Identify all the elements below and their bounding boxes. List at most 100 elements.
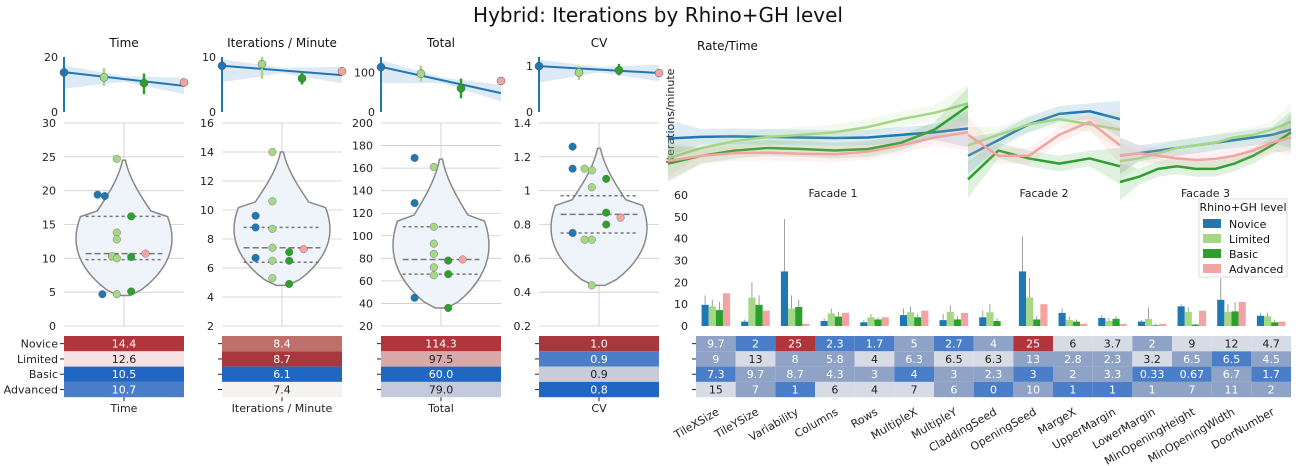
param-bar — [867, 317, 874, 326]
violin-point — [300, 245, 308, 253]
param-table-value: 1 — [1069, 383, 1076, 396]
param-bar — [795, 307, 802, 326]
violin-point — [569, 229, 577, 237]
param-table-value: 4.7 — [1262, 338, 1280, 351]
param-table-value: 0.67 — [1180, 368, 1205, 381]
param-table-value: 4 — [911, 368, 918, 381]
param-table-value: 13 — [749, 353, 763, 366]
violin-point — [113, 290, 121, 298]
violin-point — [99, 290, 107, 298]
param-bar — [702, 305, 709, 326]
heat-row-label: Advanced — [4, 383, 58, 396]
param-table-value: 3.2 — [1143, 353, 1161, 366]
heat-cell-label: 0.8 — [590, 383, 608, 396]
param-table-value: 10 — [1026, 383, 1040, 396]
param-bar — [921, 311, 928, 326]
panel-cv: CV010.20.40.60.811.21.41.00.90.90.8CV — [514, 36, 664, 415]
param-bar — [914, 317, 921, 326]
param-table-value: 6.3 — [985, 353, 1003, 366]
param-table-value: 25 — [788, 338, 802, 351]
param-bar — [1264, 316, 1271, 326]
panel-title: CV — [591, 36, 608, 50]
violin-point — [94, 191, 102, 199]
param-bar — [940, 320, 947, 326]
param-table-value: 0.33 — [1140, 368, 1165, 381]
param-bar — [979, 317, 986, 326]
param-bar — [802, 324, 809, 326]
param-table-value: 6 — [950, 383, 957, 396]
param-table-value: 2 — [1268, 383, 1275, 396]
param-bar — [842, 313, 849, 326]
violin-ytick-label: 12 — [200, 175, 214, 188]
facade-label: Facade 1 — [808, 187, 857, 200]
violin-point — [581, 236, 589, 244]
param-bar — [1199, 311, 1206, 326]
param-bar — [1224, 312, 1231, 326]
violin-ytick-label: 1 — [524, 185, 531, 198]
facade-label: Facade 3 — [1181, 187, 1230, 200]
panel-title: Iterations / Minute — [227, 36, 337, 50]
param-bar — [961, 313, 968, 326]
param-table-value: 5.8 — [826, 353, 844, 366]
param-table-value: 15 — [709, 383, 723, 396]
param-table-value: 0 — [990, 383, 997, 396]
heat-cell-label: 1.0 — [590, 338, 608, 351]
heat-row-label: Novice — [21, 338, 59, 351]
violin-ytick-label: 40 — [359, 297, 373, 310]
param-table-value: 3 — [950, 368, 957, 381]
violin-point — [411, 199, 419, 207]
param-bar — [907, 312, 914, 326]
reg-point — [140, 79, 148, 87]
param-bar — [716, 310, 723, 326]
violin-body — [551, 148, 647, 285]
violin-ytick-label: 10 — [200, 204, 214, 217]
param-bar — [1178, 306, 1185, 326]
param-table-value: 8.7 — [786, 368, 804, 381]
violin-point — [430, 163, 438, 171]
param-table-value: 7 — [911, 383, 918, 396]
violin-ytick-label: 5 — [49, 286, 56, 299]
param-table-value: 1 — [1149, 383, 1156, 396]
legend-title: Rhino+GH level — [1199, 201, 1286, 214]
violin-point — [127, 213, 135, 221]
violin-point — [588, 167, 596, 175]
violin-point — [430, 223, 438, 231]
violin-point — [285, 257, 293, 265]
param-bar — [1026, 298, 1033, 326]
param-category-label: Columns — [792, 405, 840, 440]
panel-rate-time: Rate/TimeIterations/minuteFacade 1 Facade… — [664, 39, 1291, 200]
legend-swatch — [1203, 219, 1221, 228]
param-table-value: 1 — [792, 383, 799, 396]
reg-point — [258, 60, 266, 68]
legend-label: Advanced — [1229, 263, 1283, 276]
violin-point — [285, 248, 293, 256]
param-table-value: 6.5 — [1223, 353, 1241, 366]
violin-point — [430, 250, 438, 258]
panel-xlabel: CV — [591, 402, 607, 415]
param-bar — [882, 317, 889, 326]
heat-cell-label: 60.0 — [429, 368, 454, 381]
panel-title: Total — [426, 36, 455, 50]
reg-ytick-label: 100 — [354, 67, 375, 80]
param-table-value: 11 — [1225, 383, 1239, 396]
param-bar — [1232, 311, 1239, 326]
heat-cell-label: 0.9 — [590, 368, 608, 381]
param-table-value: 1.7 — [1262, 368, 1280, 381]
violin-point — [581, 165, 589, 173]
reg-ytick-label: 10 — [202, 51, 216, 64]
param-bar — [1040, 304, 1047, 326]
violin-ytick-label: 2 — [207, 320, 214, 333]
param-table-value: 3.3 — [1104, 368, 1122, 381]
violin-ytick-label: 0.2 — [514, 320, 532, 333]
param-table-value: 4 — [871, 353, 878, 366]
violin-point — [252, 224, 260, 232]
heat-cell-label: 12.6 — [112, 353, 137, 366]
param-bar — [756, 305, 763, 326]
param-table-value: 6 — [1069, 338, 1076, 351]
violin-ytick-label: 16 — [200, 117, 214, 130]
legend-swatch — [1203, 249, 1221, 258]
violin-point — [602, 221, 610, 229]
reg-point — [575, 69, 583, 77]
panel-iterations-per-minute: Iterations / Minute0102468101214168.48.7… — [200, 36, 346, 415]
param-table-value: 3.7 — [1104, 338, 1122, 351]
